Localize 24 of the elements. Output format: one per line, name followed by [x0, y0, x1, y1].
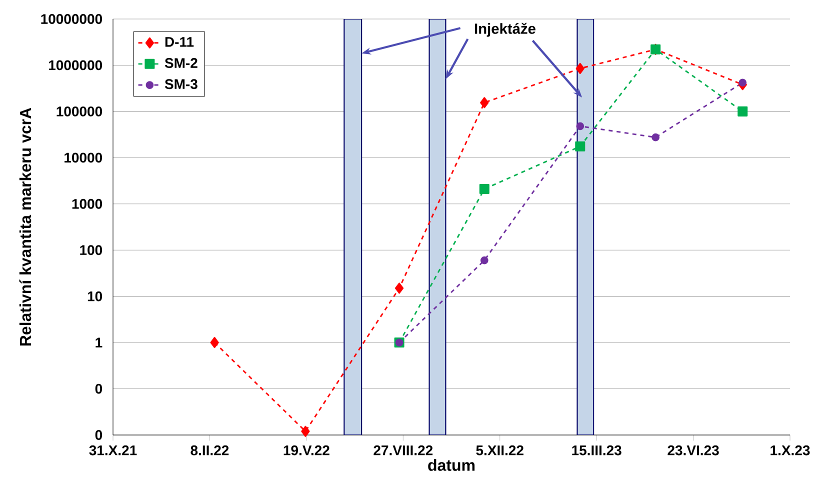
y-axis-title: Relativní kvantita markeru vcrA — [19, 108, 32, 346]
annotation: Injektáže — [474, 22, 536, 37]
y-tick-label: 100000 — [56, 106, 102, 116]
x-tick-label: 15.III.23 — [572, 445, 622, 456]
y-tick-label: 1 — [96, 338, 102, 348]
x-tick-label: 23.VI.23 — [668, 445, 719, 456]
y-tick-label: 100 — [80, 245, 102, 256]
y-tick-label: 10000000 — [41, 14, 102, 24]
legend-label: D-11 — [165, 37, 194, 47]
x-tick-label: 1.X.23 — [770, 445, 810, 456]
legend-label: SM-2 — [164, 58, 198, 68]
legend-label: SM-3 — [164, 79, 198, 90]
x-tick-label: 31.X.21 — [89, 445, 137, 456]
x-tick-label: 27.VIII.22 — [374, 445, 433, 456]
y-tick-label: 10 — [88, 291, 102, 302]
y-tick-label: 10000 — [64, 152, 102, 163]
y-tick-label: 1000 — [72, 198, 102, 209]
y-tick-label: 0 — [95, 384, 102, 394]
x-tick-label: 5.XII.22 — [476, 445, 524, 456]
x-tick-label: 8.II.22 — [190, 445, 229, 456]
y-tick-label: 0 — [95, 430, 102, 440]
x-tick-label: 19.V.22 — [284, 445, 330, 456]
x-axis-title: datum — [428, 459, 475, 471]
y-tick-label: 1000000 — [48, 60, 102, 70]
